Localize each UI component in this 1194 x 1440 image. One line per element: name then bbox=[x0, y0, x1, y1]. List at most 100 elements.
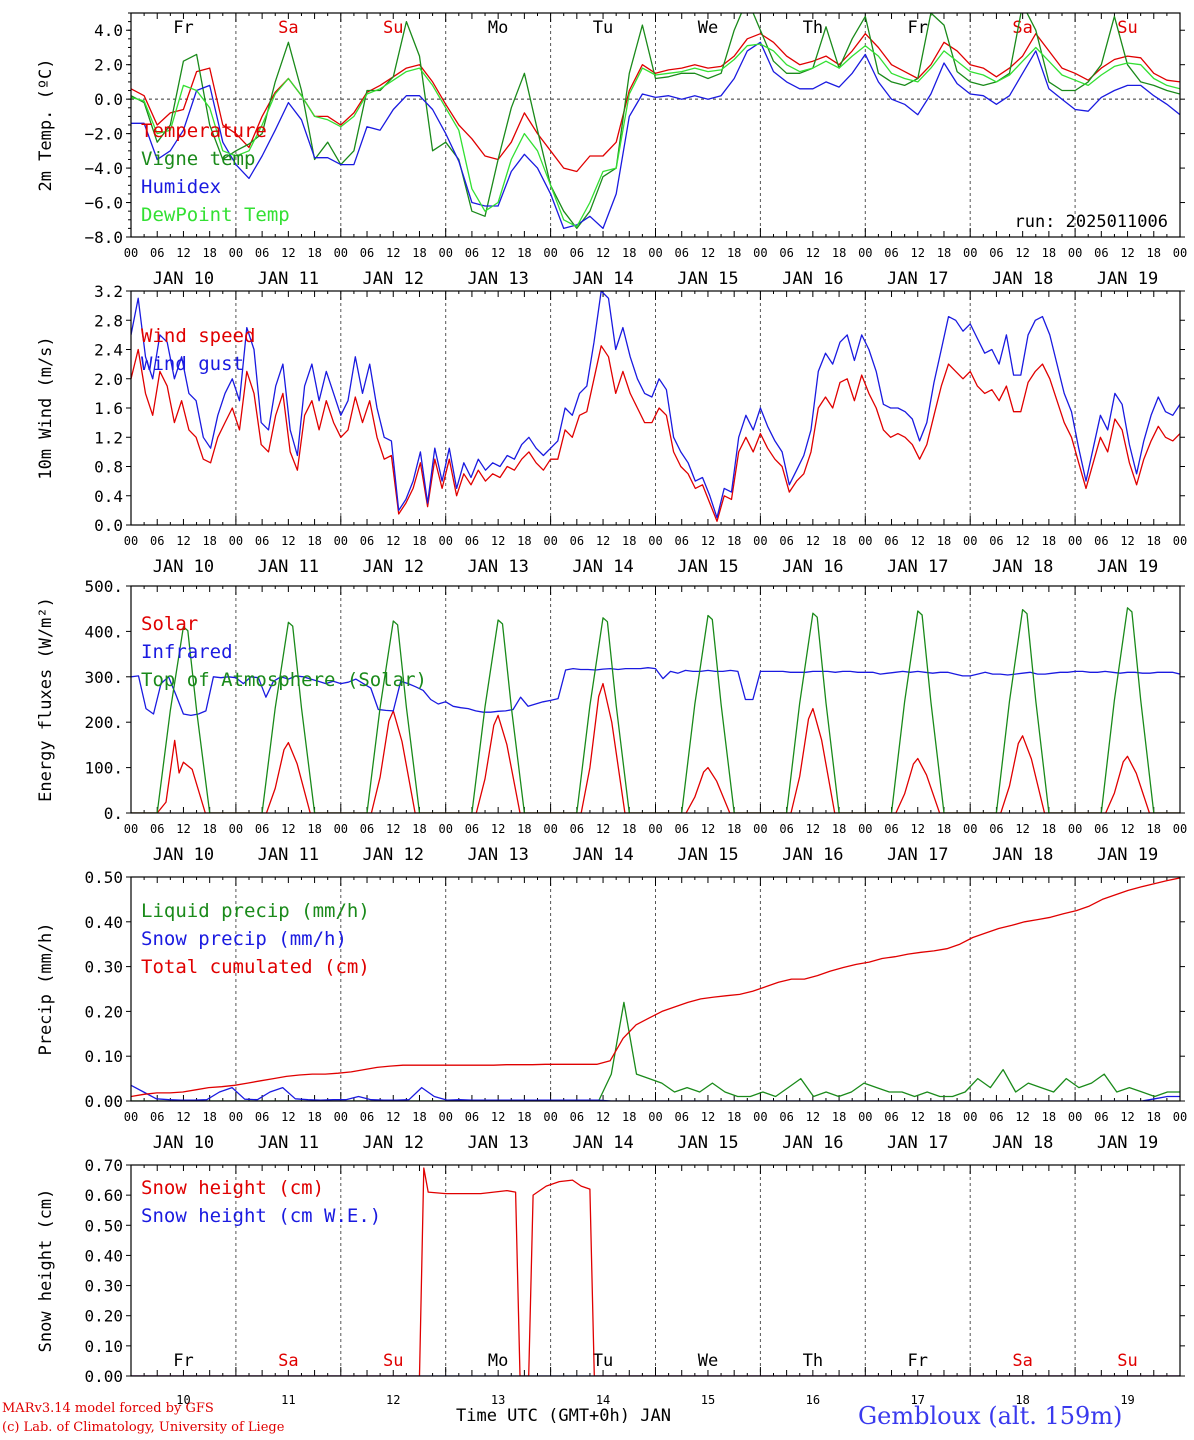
x-hour-label: 06 bbox=[674, 534, 688, 548]
weekday-label: Fr bbox=[908, 18, 928, 38]
x-hour-label: 12 bbox=[281, 534, 295, 548]
x-day-label: JAN 16 bbox=[782, 845, 843, 865]
x-hour-label: 00 bbox=[858, 822, 872, 836]
x-hour-label: 06 bbox=[465, 822, 479, 836]
x-hour-label: 06 bbox=[570, 822, 584, 836]
x-hour-label: 06 bbox=[674, 822, 688, 836]
x-hour-label: 00 bbox=[229, 534, 243, 548]
x-hour-label: 06 bbox=[674, 1110, 688, 1124]
chart-panel-3: 0. 100. 200. 300. 400. 500. Energy fluxes (W/m… bbox=[36, 577, 1187, 865]
y-tick-label: 0.10 bbox=[84, 1047, 123, 1066]
weekday-label: Sa bbox=[1012, 18, 1032, 38]
x-hour-label: 12 bbox=[1015, 246, 1029, 260]
legend-entry: Temperature bbox=[141, 120, 267, 142]
y-tick-label: 100. bbox=[84, 759, 123, 778]
y-tick-label: −4.0 bbox=[84, 159, 123, 178]
y-tick-label: 0.0 bbox=[94, 90, 123, 109]
x-hour-label: 18 bbox=[1147, 1110, 1161, 1124]
x-hour-label: 00 bbox=[1173, 534, 1187, 548]
series-group bbox=[131, 607, 1180, 813]
y-tick-label: 1.2 bbox=[94, 428, 123, 447]
x-hour-label: 12 bbox=[701, 534, 715, 548]
series-line-3 bbox=[131, 877, 1180, 1098]
x-hour-label: 18 bbox=[412, 1110, 426, 1124]
x-hour-label: 18 bbox=[202, 1110, 216, 1124]
x-hour-label: 18 bbox=[937, 1110, 951, 1124]
legend-entry: Liquid precip (mm/h) bbox=[141, 900, 370, 922]
x-hour-label: 12 bbox=[491, 822, 505, 836]
x-hour-label: 00 bbox=[438, 1110, 452, 1124]
x-hour-label: 00 bbox=[334, 534, 348, 548]
x-hour-label: 00 bbox=[124, 1110, 138, 1124]
x-day-label: JAN 18 bbox=[992, 1133, 1053, 1153]
x-hour-label: 12 bbox=[281, 1110, 295, 1124]
x-hour-label: 00 bbox=[543, 246, 557, 260]
x-hour-label: 00 bbox=[648, 822, 662, 836]
x-hour-label: 18 bbox=[307, 822, 321, 836]
x-day-label: JAN 11 bbox=[258, 269, 319, 289]
y-axis-label: Snow height (cm) bbox=[36, 1189, 56, 1353]
x-hour-label: 06 bbox=[150, 822, 164, 836]
chart-panel-4: 0.00 0.10 0.20 0.30 0.40 0.50 Precip (mm/h) 00 0… bbox=[36, 868, 1187, 1153]
y-tick-label: 0.40 bbox=[84, 1246, 123, 1265]
chart-panel-2: 0.0 0.4 0.8 1.2 1.6 2.0 2.4 2.8 3.2 10m Wind (m/s… bbox=[36, 282, 1187, 577]
x-hour-label: 12 bbox=[596, 1110, 610, 1124]
chart-panel-5: 0.00 0.10 0.20 0.30 0.40 0.50 0.60 0.70 Snow hei… bbox=[36, 1156, 1185, 1407]
run-label: run: 2025011006 bbox=[1014, 212, 1168, 232]
x-hour-label: 06 bbox=[465, 1110, 479, 1124]
x-hour-label: 12 bbox=[1015, 822, 1029, 836]
series-line-1 bbox=[131, 682, 1180, 813]
x-hour-label: 06 bbox=[779, 1110, 793, 1124]
x-day-label: JAN 10 bbox=[153, 845, 214, 865]
x-day-number: 11 bbox=[281, 1393, 295, 1407]
series-line-3 bbox=[131, 607, 1180, 813]
x-day-label: JAN 11 bbox=[258, 845, 319, 865]
x-hour-label: 18 bbox=[412, 822, 426, 836]
y-tick-label: 1.6 bbox=[94, 399, 123, 418]
x-hour-label: 12 bbox=[596, 534, 610, 548]
x-day-label: JAN 14 bbox=[572, 557, 633, 577]
x-day-label: JAN 13 bbox=[467, 845, 528, 865]
x-hour-label: 12 bbox=[911, 246, 925, 260]
x-hour-label: 18 bbox=[307, 1110, 321, 1124]
x-hour-label: 12 bbox=[1015, 1110, 1029, 1124]
x-hour-label: 12 bbox=[806, 822, 820, 836]
x-hour-label: 12 bbox=[911, 1110, 925, 1124]
y-tick-label: 0.10 bbox=[84, 1337, 123, 1356]
y-axis-label: 10m Wind (m/s) bbox=[36, 336, 56, 479]
series-group bbox=[131, 877, 1180, 1101]
y-tick-label: 0.4 bbox=[94, 487, 123, 506]
x-hour-label: 18 bbox=[202, 822, 216, 836]
x-day-label: JAN 19 bbox=[1097, 269, 1158, 289]
x-day-number: 17 bbox=[911, 1393, 925, 1407]
x-hour-label: 12 bbox=[806, 1110, 820, 1124]
x-hour-label: 06 bbox=[360, 822, 374, 836]
x-day-label: JAN 14 bbox=[572, 269, 633, 289]
series-group bbox=[131, 13, 1180, 230]
x-hour-label: 06 bbox=[360, 246, 374, 260]
y-tick-label: 2.8 bbox=[94, 311, 123, 330]
series-line-1 bbox=[131, 1001, 1180, 1101]
x-hour-label: 12 bbox=[1015, 534, 1029, 548]
y-tick-label: −6.0 bbox=[84, 194, 123, 213]
x-hour-label: 06 bbox=[570, 246, 584, 260]
x-hour-label: 00 bbox=[1173, 246, 1187, 260]
x-hour-label: 06 bbox=[1094, 822, 1108, 836]
x-hour-label: 12 bbox=[596, 246, 610, 260]
x-hour-label: 12 bbox=[701, 1110, 715, 1124]
x-day-label: JAN 19 bbox=[1097, 845, 1158, 865]
y-axis-label: Precip (mm/h) bbox=[36, 922, 56, 1055]
y-tick-label: 2.0 bbox=[94, 56, 123, 75]
y-tick-label: 400. bbox=[84, 622, 123, 641]
legend-entry: Snow height (cm) bbox=[141, 1177, 324, 1199]
x-day-label: JAN 11 bbox=[258, 1133, 319, 1153]
x-hour-label: 12 bbox=[176, 1110, 190, 1124]
legend-entry: Top of Atmosphere (Solar) bbox=[141, 669, 427, 691]
plot-frame bbox=[130, 12, 1181, 238]
x-hour-label: 18 bbox=[1147, 246, 1161, 260]
y-tick-label: 300. bbox=[84, 668, 123, 687]
y-tick-label: 0.30 bbox=[84, 958, 123, 977]
weekday-label: Sa bbox=[278, 1351, 298, 1371]
x-hour-label: 00 bbox=[963, 534, 977, 548]
